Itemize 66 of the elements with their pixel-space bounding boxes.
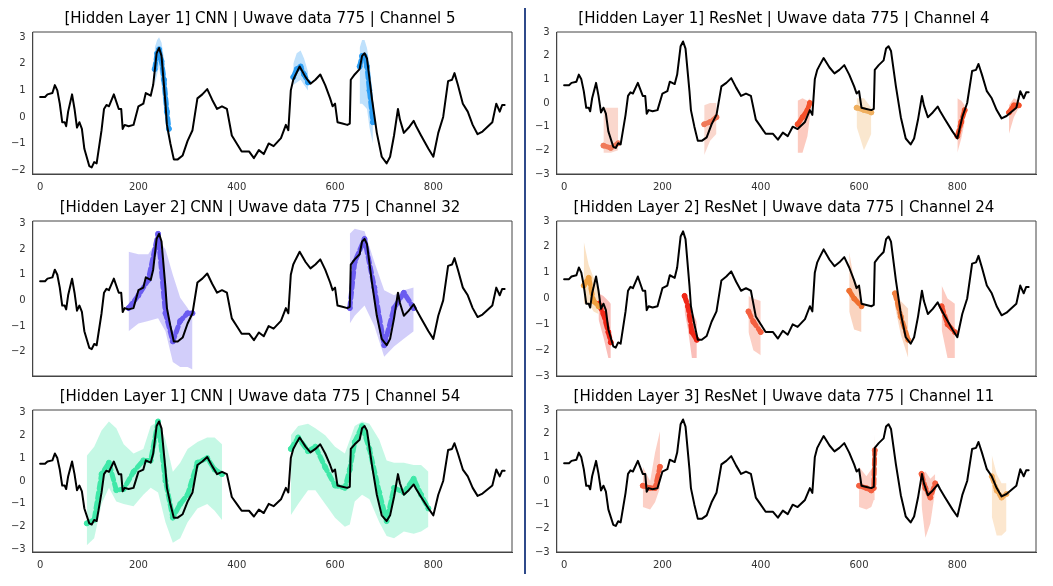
x-tick-label: 0 (560, 180, 568, 192)
y-tick-label: −3 (534, 545, 550, 557)
y-tick-label: 0 (19, 474, 26, 486)
x-tick-label: 600 (849, 558, 869, 570)
y-tick-label: −2 (10, 163, 26, 175)
y-tick-label: 0 (543, 292, 550, 304)
y-tick-label: 1 (19, 83, 26, 95)
y-tick-label: −2 (534, 521, 550, 533)
y-tick-label: 1 (543, 266, 550, 278)
chart-title: [Hidden Layer 3] ResNet | Uwave data 775 | Channel 11 (573, 386, 995, 405)
y-tick-label: −1 (534, 317, 550, 329)
y-tick-label: 2 (19, 428, 26, 440)
x-tick-label: 200 (652, 558, 672, 570)
x-tick-label: 600 (849, 180, 869, 192)
x-tick-label: 600 (325, 558, 345, 570)
y-tick-label: −1 (534, 120, 550, 132)
y-tick-label: 0 (19, 110, 26, 122)
x-tick-label: 800 (423, 180, 443, 192)
chart-title: [Hidden Layer 2] ResNet | Uwave data 775 | Channel 24 (573, 197, 995, 216)
y-tick-label: 2 (19, 242, 26, 254)
x-tick-label: 400 (227, 558, 247, 570)
chart-title: [Hidden Layer 1] ResNet | Uwave data 775 | Channel 4 (578, 8, 990, 27)
y-tick-label: −3 (534, 369, 550, 381)
x-tick-label: 0 (36, 558, 44, 570)
y-tick-label: −3 (10, 543, 26, 555)
y-tick-label: −1 (10, 319, 26, 331)
y-tick-label: 2 (543, 427, 550, 439)
x-tick-label: 600 (325, 180, 345, 192)
y-tick-label: −1 (10, 137, 26, 149)
y-tick-label: 0 (543, 96, 550, 108)
y-tick-label: 1 (543, 450, 550, 462)
x-tick-label: 800 (423, 558, 443, 570)
y-tick-label: 3 (543, 25, 550, 37)
chart-title: [Hidden Layer 1] CNN | Uwave data 775 | Channel 5 (64, 8, 456, 27)
x-tick-label: 200 (128, 558, 148, 570)
y-tick-label: 3 (543, 214, 550, 226)
chart-title: [Hidden Layer 2] CNN | Uwave data 775 | Channel 32 (59, 197, 461, 216)
y-tick-label: 0 (19, 294, 26, 306)
y-tick-label: 3 (543, 403, 550, 415)
y-tick-label: 0 (543, 474, 550, 486)
y-tick-label: 2 (543, 49, 550, 61)
y-tick-label: −1 (534, 498, 550, 510)
y-tick-label: 2 (543, 240, 550, 252)
x-tick-label: 200 (128, 180, 148, 192)
y-tick-label: 1 (543, 72, 550, 84)
x-tick-label: 200 (652, 180, 672, 192)
x-tick-label: 800 (947, 180, 967, 192)
y-tick-label: −3 (534, 167, 550, 179)
x-tick-label: 400 (751, 558, 771, 570)
x-tick-label: 800 (947, 558, 967, 570)
y-tick-label: −2 (10, 520, 26, 532)
chart-title: [Hidden Layer 1] CNN | Uwave data 775 | Channel 54 (59, 386, 461, 405)
y-tick-label: −1 (10, 497, 26, 509)
y-tick-label: −2 (10, 345, 26, 357)
x-tick-label: 0 (560, 558, 568, 570)
x-tick-label: 0 (36, 180, 44, 192)
y-tick-label: 3 (19, 217, 26, 229)
y-tick-label: −2 (534, 343, 550, 355)
y-tick-label: 1 (19, 268, 26, 280)
y-tick-label: 1 (19, 451, 26, 463)
x-tick-label: 400 (751, 180, 771, 192)
y-tick-label: 3 (19, 30, 26, 42)
y-tick-label: −2 (534, 143, 550, 155)
x-tick-label: 400 (227, 180, 247, 192)
y-tick-label: 2 (19, 57, 26, 69)
y-tick-label: 3 (19, 405, 26, 417)
